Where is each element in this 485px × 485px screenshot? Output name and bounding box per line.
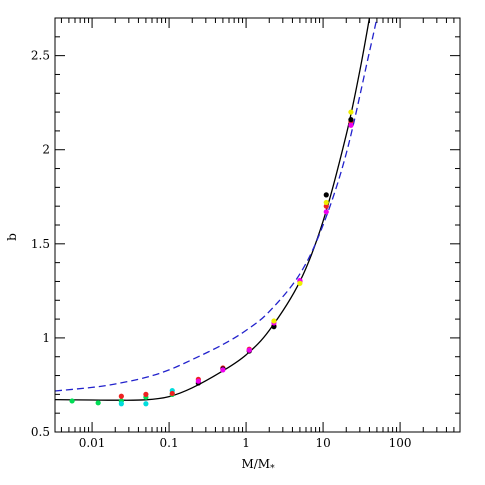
data-point <box>143 391 149 397</box>
data-point <box>118 401 124 407</box>
x-tick-label: 0.1 <box>160 436 179 450</box>
tick-labels: 0.01 0.1 1 10 100 0.5 1 1.5 2 2.5 <box>31 49 412 450</box>
y-tick-label: 2 <box>42 143 50 157</box>
data-point <box>169 390 175 397</box>
y-tick-label: 0.5 <box>31 425 50 439</box>
data-point <box>69 398 75 404</box>
data-point <box>323 203 329 209</box>
y-axis-label: b <box>5 233 19 241</box>
data-points <box>69 109 354 407</box>
x-axis-label: M/M* <box>241 457 275 474</box>
data-point <box>323 192 329 198</box>
data-point <box>271 318 277 324</box>
plot-frame <box>54 17 461 433</box>
data-point <box>348 117 354 123</box>
dashed-fit-curve <box>55 18 378 392</box>
y-tick-label: 1 <box>42 331 50 345</box>
y-tick-label: 1.5 <box>31 237 50 251</box>
data-point <box>323 209 329 215</box>
data-point <box>118 393 124 399</box>
x-tick-label: 1 <box>242 436 250 450</box>
x-tick-label: 0.01 <box>79 436 106 450</box>
fit-curves <box>55 18 378 401</box>
x-tick-label: 100 <box>389 436 412 450</box>
axis-ticks <box>55 17 461 433</box>
data-point <box>95 400 101 406</box>
data-point <box>323 199 329 206</box>
data-point <box>220 367 226 373</box>
data-point <box>297 280 303 286</box>
solid-fit-curve <box>55 18 371 401</box>
y-tick-label: 2.5 <box>31 49 50 63</box>
x-tick-label: 10 <box>315 436 330 450</box>
data-point <box>348 109 354 115</box>
x-axis-label-main: M/M <box>241 457 270 471</box>
x-axis-label-subscript: * <box>270 464 275 474</box>
data-point <box>143 401 149 407</box>
data-point <box>195 378 201 384</box>
data-point <box>246 347 252 353</box>
data-point <box>348 122 354 128</box>
data-point <box>271 324 277 330</box>
